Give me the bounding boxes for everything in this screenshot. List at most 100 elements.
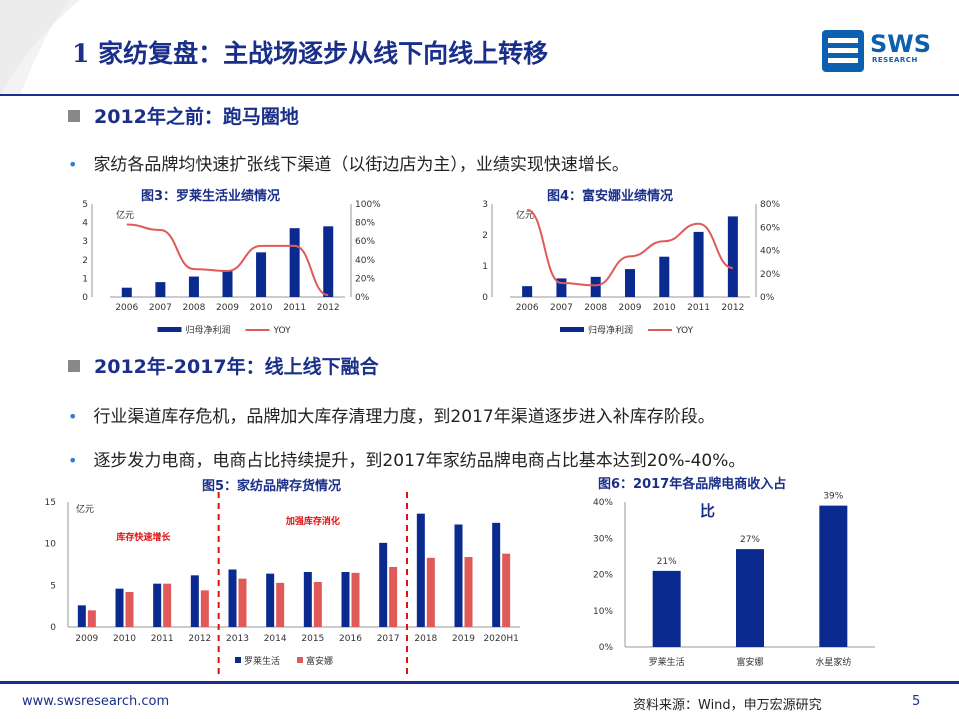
chart-title-fig5: 图5：家纺品牌存货情况	[202, 479, 342, 494]
x-tick-label: 2006	[115, 303, 138, 313]
bar-富安娜	[125, 592, 134, 627]
data-label: 27%	[740, 535, 760, 545]
legend-label: 富安娜	[306, 655, 333, 667]
y-tick-label-left: 1	[82, 274, 88, 284]
x-tick-label: 2009	[216, 303, 239, 313]
bullet-item: • 家纺各品牌均快速扩张线下渠道（以街边店为主），业绩实现快速增长。	[68, 150, 629, 175]
chart-title-fig3: 图3：罗莱生活业绩情况	[141, 189, 281, 204]
bar-罗莱生活	[341, 572, 350, 627]
chart-fig5: 0 5 10 15 亿元 2009 2010 2011 2012 2013 2014 2015 2016…	[45, 492, 520, 679]
y-tick-label-left: 2	[482, 231, 488, 241]
x-tick-label: 2010	[113, 634, 136, 644]
bullet-text: 逐步发力电商，电商占比持续提升，到2017年家纺品牌电商占比基本达到20%-40…	[93, 451, 746, 471]
bar	[736, 549, 764, 647]
y-tick-label: 10	[45, 540, 57, 550]
bar-罗莱生活	[115, 588, 124, 627]
data-label: 21%	[657, 557, 677, 567]
bar	[819, 505, 848, 647]
y-tick-label-right: 20%	[355, 274, 375, 284]
y-tick-label: 5	[50, 581, 56, 591]
bar-归母净利润	[289, 228, 300, 297]
x-tick-label: 2012	[188, 634, 211, 644]
bar-归母净利润	[522, 286, 533, 297]
x-tick-label: 2011	[283, 303, 306, 313]
logo-subtext: RESEARCH	[872, 56, 918, 64]
unit-label: 亿元	[516, 209, 534, 221]
bar-罗莱生活	[228, 569, 237, 627]
bar-归母净利润	[625, 269, 635, 297]
legend-swatch-bar	[560, 327, 584, 332]
bar-归母净利润	[556, 278, 567, 297]
bar-罗莱生活	[77, 605, 86, 627]
x-tick-label: 2008	[182, 303, 205, 313]
chart-fig6: 0% 10% 20% 30% 40% 21% 罗莱生活 27% 富安娜 39% 水星家纺	[593, 492, 875, 668]
x-tick-label: 富安娜	[736, 656, 763, 668]
x-tick-label: 2008	[584, 303, 607, 313]
bar-富安娜	[238, 578, 247, 627]
bar-罗莱生活	[454, 524, 463, 627]
y-tick-label-right: 60%	[760, 223, 780, 233]
bar-归母净利润	[155, 282, 166, 297]
y-tick-label-left: 0	[82, 293, 88, 303]
y-tick-label-right: 40%	[760, 247, 780, 257]
y-tick-label: 15	[45, 498, 56, 508]
line-YOY	[526, 208, 734, 287]
y-tick-label: 30%	[593, 534, 613, 544]
x-tick-label: 2010	[250, 303, 273, 313]
y-tick-label-left: 0	[482, 293, 488, 303]
x-tick-label: 2011	[151, 634, 174, 644]
bar-罗莱生活	[190, 575, 199, 627]
bullet-dot-icon: •	[68, 407, 78, 426]
x-tick-label: 2020H1	[483, 634, 518, 644]
bar-富安娜	[276, 582, 285, 627]
y-tick-label-right: 20%	[760, 270, 780, 280]
y-tick-label-right: 0%	[355, 293, 370, 303]
x-tick-label: 2014	[264, 634, 287, 644]
y-tick-label: 20%	[593, 571, 613, 581]
section-heading-2: 2012年-2017年：线上线下融合	[68, 352, 379, 379]
section-heading-1-text: 2012年之前：跑马圈地	[94, 106, 299, 128]
slide-title: 1 家纺复盘：主战场逐步从线下向线上转移	[72, 39, 549, 68]
bar-罗莱生活	[379, 542, 388, 627]
bar-罗莱生活	[303, 572, 312, 627]
bar-归母净利润	[727, 216, 738, 297]
bullet-text: 家纺各品牌均快速扩张线下渠道（以街边店为主），业绩实现快速增长。	[93, 155, 629, 175]
chart-title-fig4: 图4：富安娜业绩情况	[547, 189, 674, 204]
y-tick-label-right: 60%	[355, 237, 375, 247]
bar-富安娜	[87, 610, 96, 627]
bar-罗莱生活	[416, 513, 425, 627]
x-tick-label: 2016	[339, 634, 362, 644]
legend-label: 归母净利润	[186, 324, 231, 336]
bar-归母净利润	[659, 256, 670, 297]
y-tick-label-right: 40%	[355, 256, 375, 266]
x-tick-label: 2013	[226, 634, 249, 644]
line-YOY	[126, 223, 329, 297]
x-tick-label: 2010	[653, 303, 676, 313]
bar-归母净利润	[222, 270, 233, 297]
bar-罗莱生活	[266, 573, 275, 627]
y-tick-label: 40%	[593, 498, 613, 508]
header-bar	[0, 0, 959, 96]
bar-归母净利润	[590, 276, 601, 297]
x-tick-label: 2009	[75, 634, 98, 644]
x-tick-label: 2007	[550, 303, 573, 313]
bar-富安娜	[163, 583, 172, 627]
y-tick-label-right: 100%	[355, 200, 381, 210]
x-tick-label: 2009	[619, 303, 642, 313]
legend-swatch-bar	[157, 327, 182, 332]
bar-富安娜	[502, 553, 511, 627]
legend-label: 罗莱生活	[244, 655, 280, 667]
x-tick-label: 2015	[301, 634, 324, 644]
y-tick-label-right: 0%	[760, 293, 775, 303]
x-tick-label: 2012	[721, 303, 744, 313]
bar-罗莱生活	[492, 522, 501, 627]
bullet-item: • 行业渠道库存危机，品牌加大库存清理力度，到2017年渠道逐步进入补库存阶段。	[68, 402, 715, 427]
header-divider	[0, 94, 959, 96]
y-tick-label-left: 4	[82, 219, 88, 229]
bar	[652, 570, 681, 647]
x-tick-label: 2017	[377, 634, 400, 644]
bar-富安娜	[313, 582, 322, 627]
footer-url[interactable]: www.swsresearch.com	[22, 694, 170, 709]
bar-富安娜	[200, 590, 209, 627]
legend-swatch	[297, 657, 303, 663]
